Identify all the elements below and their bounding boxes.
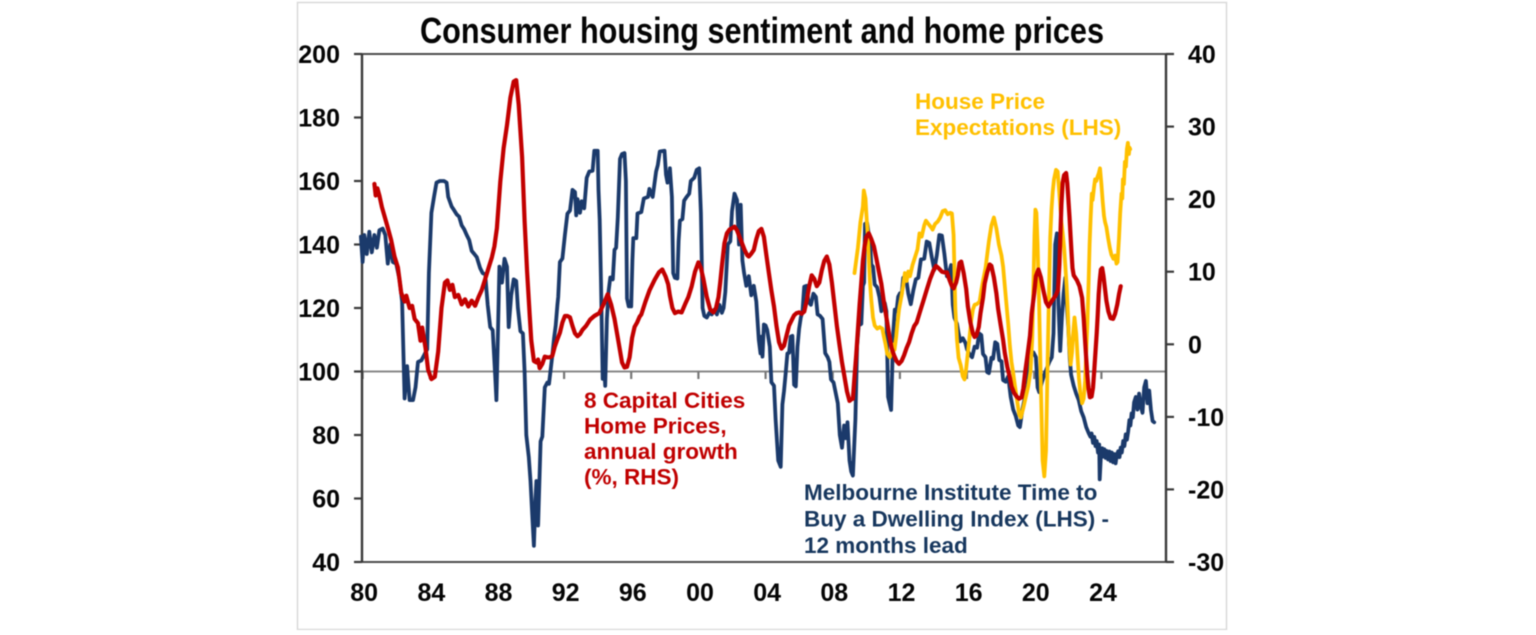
- svg-text:92: 92: [552, 579, 580, 607]
- svg-text:Expectations (LHS): Expectations (LHS): [915, 115, 1121, 140]
- svg-text:120: 120: [298, 295, 340, 323]
- svg-text:180: 180: [298, 105, 340, 133]
- svg-text:84: 84: [417, 579, 445, 607]
- svg-text:12: 12: [888, 579, 916, 607]
- svg-text:16: 16: [955, 579, 983, 607]
- svg-text:House Price: House Price: [915, 89, 1045, 114]
- svg-text:-30: -30: [1188, 549, 1224, 577]
- svg-text:160: 160: [298, 168, 340, 196]
- svg-text:80: 80: [350, 579, 378, 607]
- svg-text:(%, RHS): (%, RHS): [584, 465, 679, 490]
- svg-text:100: 100: [298, 359, 340, 387]
- svg-text:Melbourne Institute Time to: Melbourne Institute Time to: [804, 480, 1097, 505]
- svg-text:08: 08: [820, 579, 848, 607]
- svg-text:40: 40: [1188, 41, 1216, 69]
- svg-text:40: 40: [312, 549, 340, 577]
- svg-text:10: 10: [1188, 259, 1216, 287]
- svg-text:8 Capital Cities: 8 Capital Cities: [584, 388, 745, 413]
- svg-text:annual growth: annual growth: [584, 439, 738, 464]
- svg-text:80: 80: [312, 422, 340, 450]
- svg-text:12 months lead: 12 months lead: [804, 533, 968, 558]
- svg-text:Buy a Dwelling Index (LHS) -: Buy a Dwelling Index (LHS) -: [804, 507, 1109, 532]
- svg-text:00: 00: [686, 579, 714, 607]
- svg-text:88: 88: [485, 579, 513, 607]
- svg-text:0: 0: [1188, 331, 1202, 359]
- svg-text:20: 20: [1188, 186, 1216, 214]
- svg-text:20: 20: [1022, 579, 1050, 607]
- svg-text:96: 96: [619, 579, 647, 607]
- svg-text:30: 30: [1188, 114, 1216, 142]
- svg-text:04: 04: [753, 579, 781, 607]
- svg-text:24: 24: [1089, 579, 1117, 607]
- svg-text:60: 60: [312, 486, 340, 514]
- svg-text:200: 200: [298, 41, 340, 69]
- svg-text:-10: -10: [1188, 404, 1224, 432]
- svg-text:Home Prices,: Home Prices,: [584, 414, 727, 439]
- svg-text:-20: -20: [1188, 476, 1224, 504]
- svg-text:Consumer housing sentiment and: Consumer housing sentiment and home pric…: [420, 10, 1104, 51]
- svg-text:140: 140: [298, 232, 340, 260]
